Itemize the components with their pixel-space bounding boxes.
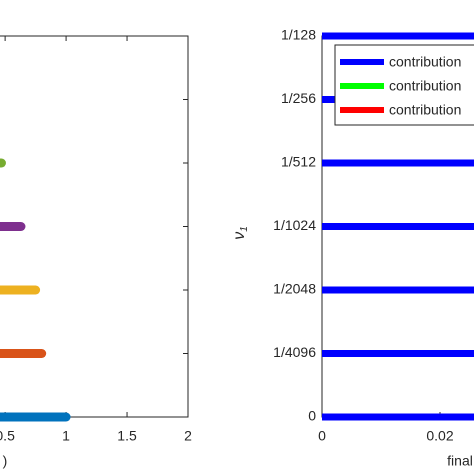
y-tick-label: 1/2048 bbox=[273, 281, 316, 297]
y-tick-label: 0 bbox=[308, 408, 316, 424]
legend-label: contribution bbox=[389, 54, 461, 70]
x-axis-label: final bbox=[447, 453, 473, 469]
y-tick-label: 1/256 bbox=[281, 90, 316, 106]
x-tick-label: 0.02 bbox=[426, 428, 453, 444]
x-tick-label: 0 bbox=[318, 428, 326, 444]
x-tick-label: 1 bbox=[62, 428, 70, 444]
legend-label: contribution bbox=[389, 78, 461, 94]
y-tick-label: 1/128 bbox=[281, 27, 316, 43]
x-tick-label: 2 bbox=[184, 428, 192, 444]
y-tick-label: 1/1024 bbox=[273, 217, 316, 233]
plot-frame bbox=[0, 35, 189, 418]
y-axis-label-sub: 1 bbox=[239, 226, 250, 232]
y-tick-label: 1/512 bbox=[281, 154, 316, 170]
y-axis-label: ν1 bbox=[231, 226, 249, 240]
y-tick-label: 1/4096 bbox=[273, 344, 316, 360]
x-axis-label: ) bbox=[3, 453, 8, 469]
legend-label: contribution bbox=[389, 102, 461, 118]
y-axis-label-main: ν bbox=[231, 232, 248, 240]
x-tick-label: 1.5 bbox=[117, 428, 137, 444]
x-tick-label: 0.5 bbox=[0, 428, 15, 444]
legend: contribution contribution contribution bbox=[334, 44, 474, 126]
